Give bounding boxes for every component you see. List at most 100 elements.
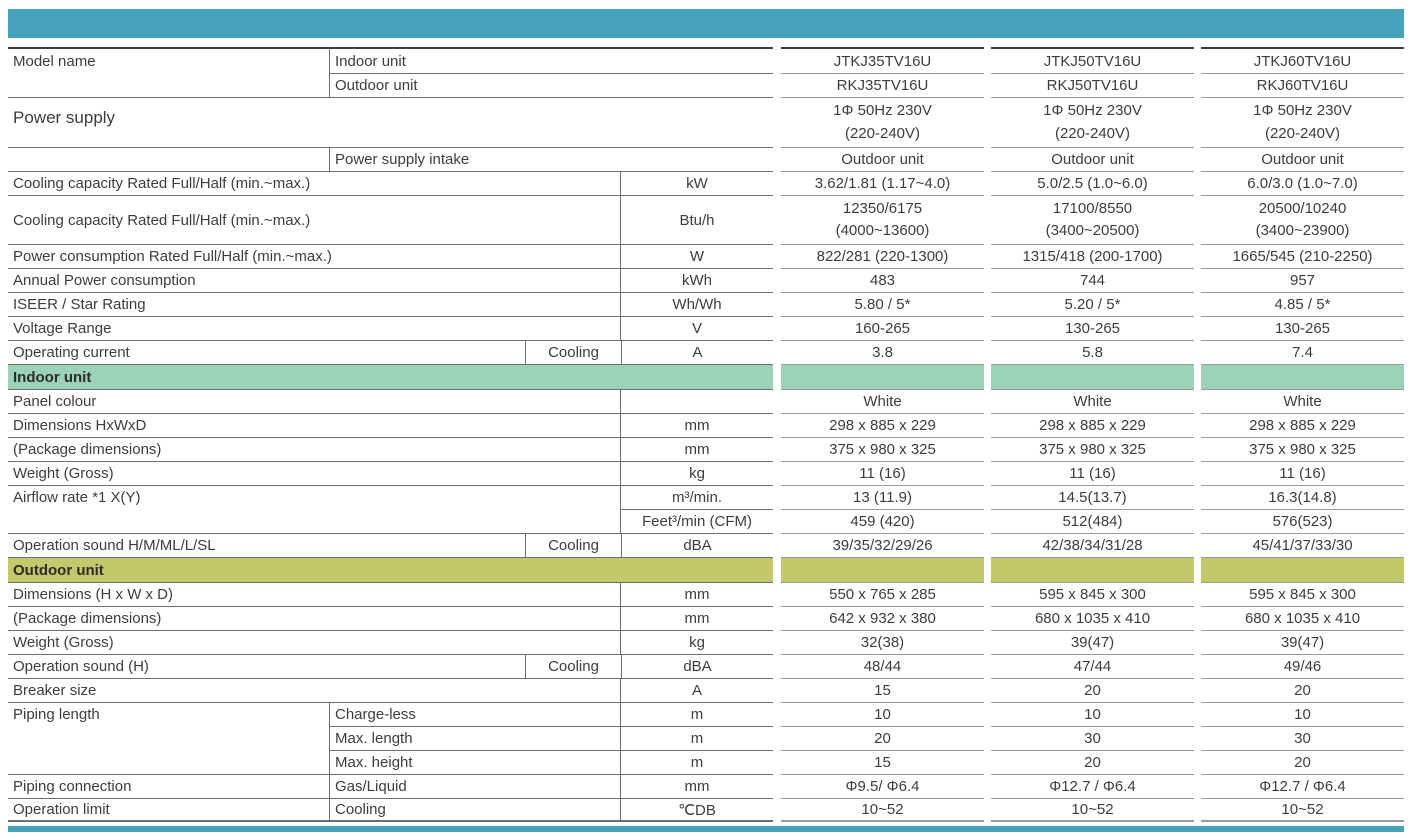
table-row: Operation limit Cooling ℃DB 10~52 10~52 … <box>8 798 1411 822</box>
row-label-spacer <box>8 750 329 774</box>
row-sublabel: Max. length <box>329 726 620 750</box>
spec-value: 5.8 <box>991 340 1194 364</box>
spec-value: 47/44 <box>991 654 1194 678</box>
unit-label: mm <box>620 413 773 437</box>
section-band-segment <box>991 364 1194 389</box>
table-row: Power consumption Rated Full/Half (min.~… <box>8 244 1411 268</box>
row-label: Operating current <box>8 340 525 364</box>
spec-value: 822/281 (220-1300) <box>781 244 984 268</box>
table-row: Cooling capacity Rated Full/Half (min.~m… <box>8 171 1411 195</box>
spec-value: 375 x 980 x 325 <box>781 437 984 461</box>
row-label-spacer <box>8 147 329 171</box>
row-label: Annual Power consumption <box>8 268 620 292</box>
row-label: Dimensions HxWxD <box>8 413 620 437</box>
value-line: 1Φ 50Hz 230V <box>833 102 932 119</box>
table-row: Power supply 1Φ 50Hz 230V (220-240V) 1Φ … <box>8 97 1411 147</box>
spec-value: 12350/6175 (4000~13600) <box>781 195 984 244</box>
spec-value: 20 <box>991 678 1194 702</box>
table-row: (Package dimensions) mm 375 x 980 x 325 … <box>8 437 1411 461</box>
row-label: Panel colour <box>8 389 620 413</box>
row-label: Dimensions (H x W x D) <box>8 582 620 606</box>
spec-value: 1Φ 50Hz 230V (220-240V) <box>1201 97 1404 147</box>
section-band-segment <box>781 364 984 389</box>
spec-value: White <box>991 389 1194 413</box>
table-row: Voltage Range V 160-265 130-265 130-265 <box>8 316 1411 340</box>
spec-value: 5.80 / 5* <box>781 292 984 316</box>
row-label: Power supply <box>8 97 773 147</box>
unit-label: m³/min. <box>620 485 773 509</box>
spec-value: 957 <box>1201 268 1404 292</box>
spec-value: 576(523) <box>1201 509 1404 533</box>
row-label: (Package dimensions) <box>8 437 620 461</box>
unit-label: V <box>620 316 773 340</box>
unit-label: kg <box>620 630 773 654</box>
table-row: (Package dimensions) mm 642 x 932 x 380 … <box>8 606 1411 630</box>
spec-value: 20 <box>1201 750 1404 774</box>
spec-value: 483 <box>781 268 984 292</box>
spec-value: 3.8 <box>781 340 984 364</box>
row-label: Voltage Range <box>8 316 620 340</box>
spec-value: 160-265 <box>781 316 984 340</box>
spec-value: 298 x 885 x 229 <box>781 413 984 437</box>
row-label: Airflow rate *1 X(Y) <box>8 485 620 509</box>
row-sublabel: Gas/Liquid <box>329 774 620 798</box>
spec-value: 11 (16) <box>781 461 984 485</box>
row-label: Weight (Gross) <box>8 630 620 654</box>
spec-value: 375 x 980 x 325 <box>1201 437 1404 461</box>
row-sublabel: Cooling <box>329 798 620 822</box>
value-line: 1Φ 50Hz 230V <box>1253 102 1352 119</box>
unit-label: mm <box>620 582 773 606</box>
row-label-spacer <box>8 509 620 533</box>
unit-label: Feet³/min (CFM) <box>620 509 773 533</box>
section-band-segment <box>1201 364 1404 389</box>
spec-value: 16.3(14.8) <box>1201 485 1404 509</box>
bottom-accent-bar <box>8 826 1404 832</box>
spec-value: RKJ50TV16U <box>991 73 1194 97</box>
table-row: Max. height m 15 20 20 <box>8 750 1411 774</box>
spec-value: 1Φ 50Hz 230V (220-240V) <box>991 97 1194 147</box>
spec-value: 10 <box>991 702 1194 726</box>
spec-value: White <box>781 389 984 413</box>
value-line: 1Φ 50Hz 230V <box>1043 102 1142 119</box>
spec-value: 459 (420) <box>781 509 984 533</box>
spec-value: 11 (16) <box>991 461 1194 485</box>
row-label: Model name <box>8 47 329 73</box>
spec-value: 5.20 / 5* <box>991 292 1194 316</box>
mode-label: Cooling <box>525 340 621 364</box>
spec-value: 10~52 <box>781 798 984 822</box>
spec-value: 4.85 / 5* <box>1201 292 1404 316</box>
spec-value: 6.0/3.0 (1.0~7.0) <box>1201 171 1404 195</box>
mode-label: Cooling <box>525 654 621 678</box>
spec-value: 10 <box>1201 702 1404 726</box>
spec-value: 7.4 <box>1201 340 1404 364</box>
value-line: 20500/10240 <box>1258 199 1347 217</box>
spec-value: 39(47) <box>1201 630 1404 654</box>
row-label: ISEER / Star Rating <box>8 292 620 316</box>
spec-value: Φ12.7 / Φ6.4 <box>1201 774 1404 798</box>
spec-value: 5.0/2.5 (1.0~6.0) <box>991 171 1194 195</box>
unit-label: mm <box>620 437 773 461</box>
table-row: Operation sound H/M/ML/L/SL Cooling dBA … <box>8 533 1411 557</box>
spec-value: 130-265 <box>991 316 1194 340</box>
unit-label: dBA <box>621 654 773 678</box>
row-label: Operation limit <box>8 798 329 822</box>
unit-label: A <box>621 340 773 364</box>
spec-value: 20500/10240 (3400~23900) <box>1201 195 1404 244</box>
spec-value: 10~52 <box>991 798 1194 822</box>
unit-label: m <box>620 750 773 774</box>
mode-label: Cooling <box>525 533 621 557</box>
table-row: Feet³/min (CFM) 459 (420) 512(484) 576(5… <box>8 509 1411 533</box>
value-line: 17100/8550 <box>1052 199 1133 217</box>
table-row: Panel colour White White White <box>8 389 1411 413</box>
spec-value: 11 (16) <box>1201 461 1404 485</box>
spec-value: White <box>1201 389 1404 413</box>
row-sublabel: Indoor unit <box>329 47 773 73</box>
row-label: Cooling capacity Rated Full/Half (min.~m… <box>8 195 620 244</box>
table-row: ISEER / Star Rating Wh/Wh 5.80 / 5* 5.20… <box>8 292 1411 316</box>
spec-value: 39/35/32/29/26 <box>781 533 984 557</box>
spec-value: Φ12.7 / Φ6.4 <box>991 774 1194 798</box>
section-header-indoor-unit: Indoor unit <box>8 364 1411 389</box>
spec-value: 375 x 980 x 325 <box>991 437 1194 461</box>
spec-value: 48/44 <box>781 654 984 678</box>
